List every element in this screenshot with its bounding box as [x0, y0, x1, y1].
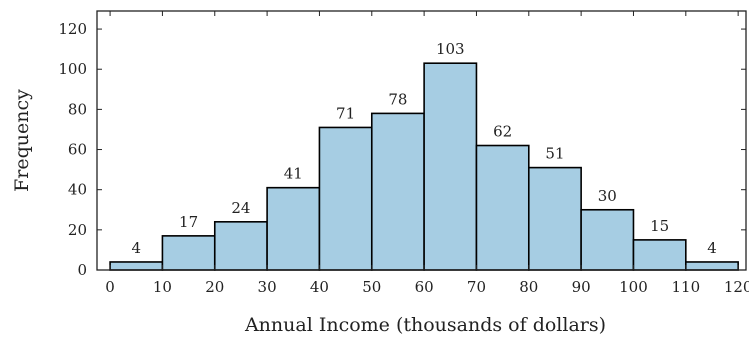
x-tick-label: 10	[153, 278, 172, 296]
bar-value-label: 4	[707, 239, 717, 257]
bar	[685, 261, 739, 271]
bar-value-label: 78	[388, 90, 407, 108]
y-axis: 0 20 40 60 80 100 120	[58, 20, 746, 279]
bar-value-label: 71	[336, 104, 355, 122]
bar	[109, 261, 164, 271]
x-tick-label: 40	[310, 278, 329, 296]
x-tick-label: 0	[105, 278, 115, 296]
x-tick-label: 100	[619, 278, 648, 296]
bar-value-label: 15	[650, 217, 669, 235]
bar	[527, 166, 582, 271]
x-tick-label: 20	[205, 278, 224, 296]
x-tick-label: 110	[671, 278, 700, 296]
y-tick-label: 0	[77, 261, 87, 279]
y-tick-label: 60	[68, 141, 87, 159]
x-axis-title: Annual Income (thousands of dollars)	[244, 314, 606, 336]
x-tick-label: 50	[362, 278, 381, 296]
x-tick-label: 30	[258, 278, 277, 296]
bar	[161, 235, 216, 271]
bar	[632, 239, 687, 271]
bar	[423, 62, 478, 271]
data-labels-group: 4 17 24 41 71 78 103 62 51 30 15 4	[131, 40, 716, 257]
x-tick-label: 60	[415, 278, 434, 296]
bar	[318, 126, 373, 271]
bar-value-label: 24	[231, 199, 250, 217]
x-axis: 0 10 20 30 40 50 60 70 80 90 100 110 120	[105, 11, 749, 296]
bar-value-label: 30	[598, 187, 617, 205]
y-tick-label: 20	[68, 221, 87, 239]
plot-frame	[96, 10, 747, 271]
bar	[475, 144, 530, 271]
bar-value-label: 51	[545, 145, 564, 163]
bar	[370, 112, 425, 271]
x-tick-label: 120	[724, 278, 749, 296]
bar-value-label: 4	[131, 239, 141, 257]
x-tick-label: 80	[519, 278, 538, 296]
x-tick-label: 70	[467, 278, 486, 296]
x-tick-label: 90	[572, 278, 591, 296]
y-axis-title: Frequency	[11, 89, 33, 192]
bar	[266, 186, 321, 271]
y-tick-label: 100	[58, 60, 87, 78]
bar-value-label: 103	[436, 40, 465, 58]
y-tick-label: 40	[68, 181, 87, 199]
y-tick-label: 80	[68, 100, 87, 118]
y-tick-label: 120	[58, 20, 87, 38]
bar	[213, 221, 268, 271]
bars-group	[109, 62, 739, 271]
bar-value-label: 17	[179, 213, 198, 231]
bar-value-label: 62	[493, 123, 512, 141]
bar-value-label: 41	[284, 165, 303, 183]
bar	[580, 208, 635, 271]
